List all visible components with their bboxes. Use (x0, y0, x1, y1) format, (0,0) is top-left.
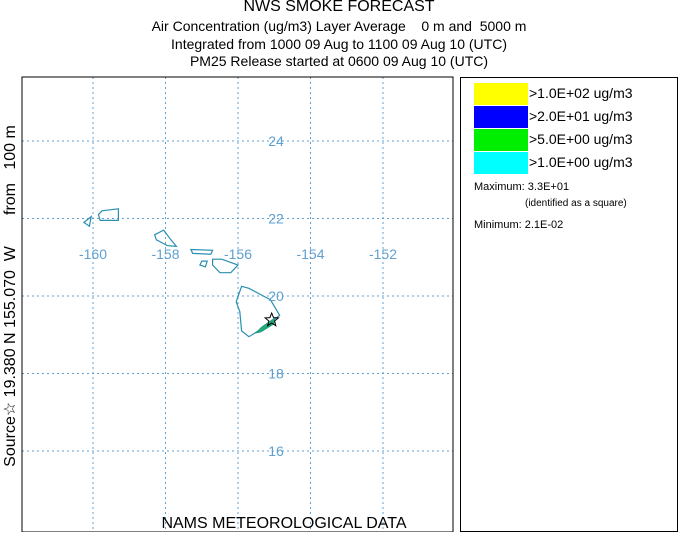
tick-labels: -160 -158 -156 -154 -152 24 22 20 18 16 (79, 133, 397, 459)
oahu-island (153, 229, 178, 248)
lat-tick-label: 24 (268, 133, 284, 149)
legend-swatch-cyan (474, 152, 528, 174)
maui-island (212, 258, 240, 274)
concentration-subtitle: Air Concentration (ug/m3) Layer Average … (151, 18, 527, 34)
lon-tick-label: -152 (369, 246, 397, 262)
plume-shape (254, 317, 276, 334)
lat-tick-label: 22 (268, 211, 284, 227)
lon-tick-label: -154 (296, 246, 324, 262)
legend-label: >2.0E+01 ug/m3 (529, 108, 633, 124)
legend-panel: >1.0E+02 ug/m3 >2.0E+01 ug/m3 >5.0E+00 u… (460, 77, 678, 532)
maximum-note: (identified as a square) (525, 198, 627, 209)
lon-tick-label: -160 (79, 246, 107, 262)
legend-swatch-blue (474, 106, 528, 128)
source-star-icon (263, 311, 280, 327)
map-frame (21, 76, 454, 532)
lon-tick-label: -158 (151, 246, 179, 262)
lat-tick-label: 20 (268, 288, 284, 304)
map-grid (22, 77, 453, 532)
niihau-island (82, 215, 93, 228)
lon-tick-label: -156 (224, 246, 252, 262)
minimum-value: Minimum: 2.1E-02 (474, 219, 564, 231)
smoke-plume (254, 311, 280, 334)
molokai-island (189, 248, 214, 255)
lat-tick-label: 16 (268, 443, 284, 459)
legend-label: >1.0E+02 ug/m3 (529, 85, 633, 101)
release-info: PM25 Release started at 0600 09 Aug 10 (… (189, 53, 489, 69)
integration-period: Integrated from 1000 09 Aug to 1100 09 A… (171, 36, 507, 52)
hawaii-island (235, 285, 281, 338)
map-title: NWS SMOKE FORECAST (243, 0, 435, 15)
maximum-value: Maximum: 3.3E+01 (474, 181, 570, 193)
kauai-island (97, 208, 120, 221)
coastlines (82, 208, 281, 338)
lanai-island (199, 260, 209, 268)
source-location-label: Source☆ 19.380 N 155.070 W from 100 m (2, 125, 19, 467)
legend-swatch-yellow (474, 83, 528, 105)
legend-label: >1.0E+00 ug/m3 (529, 154, 633, 170)
lat-tick-label: 18 (268, 366, 284, 382)
legend-label: >5.0E+00 ug/m3 (529, 131, 633, 147)
legend-swatch-green (474, 129, 528, 151)
meteorological-data-label: NAMS METEOROLOGICAL DATA (161, 515, 407, 532)
